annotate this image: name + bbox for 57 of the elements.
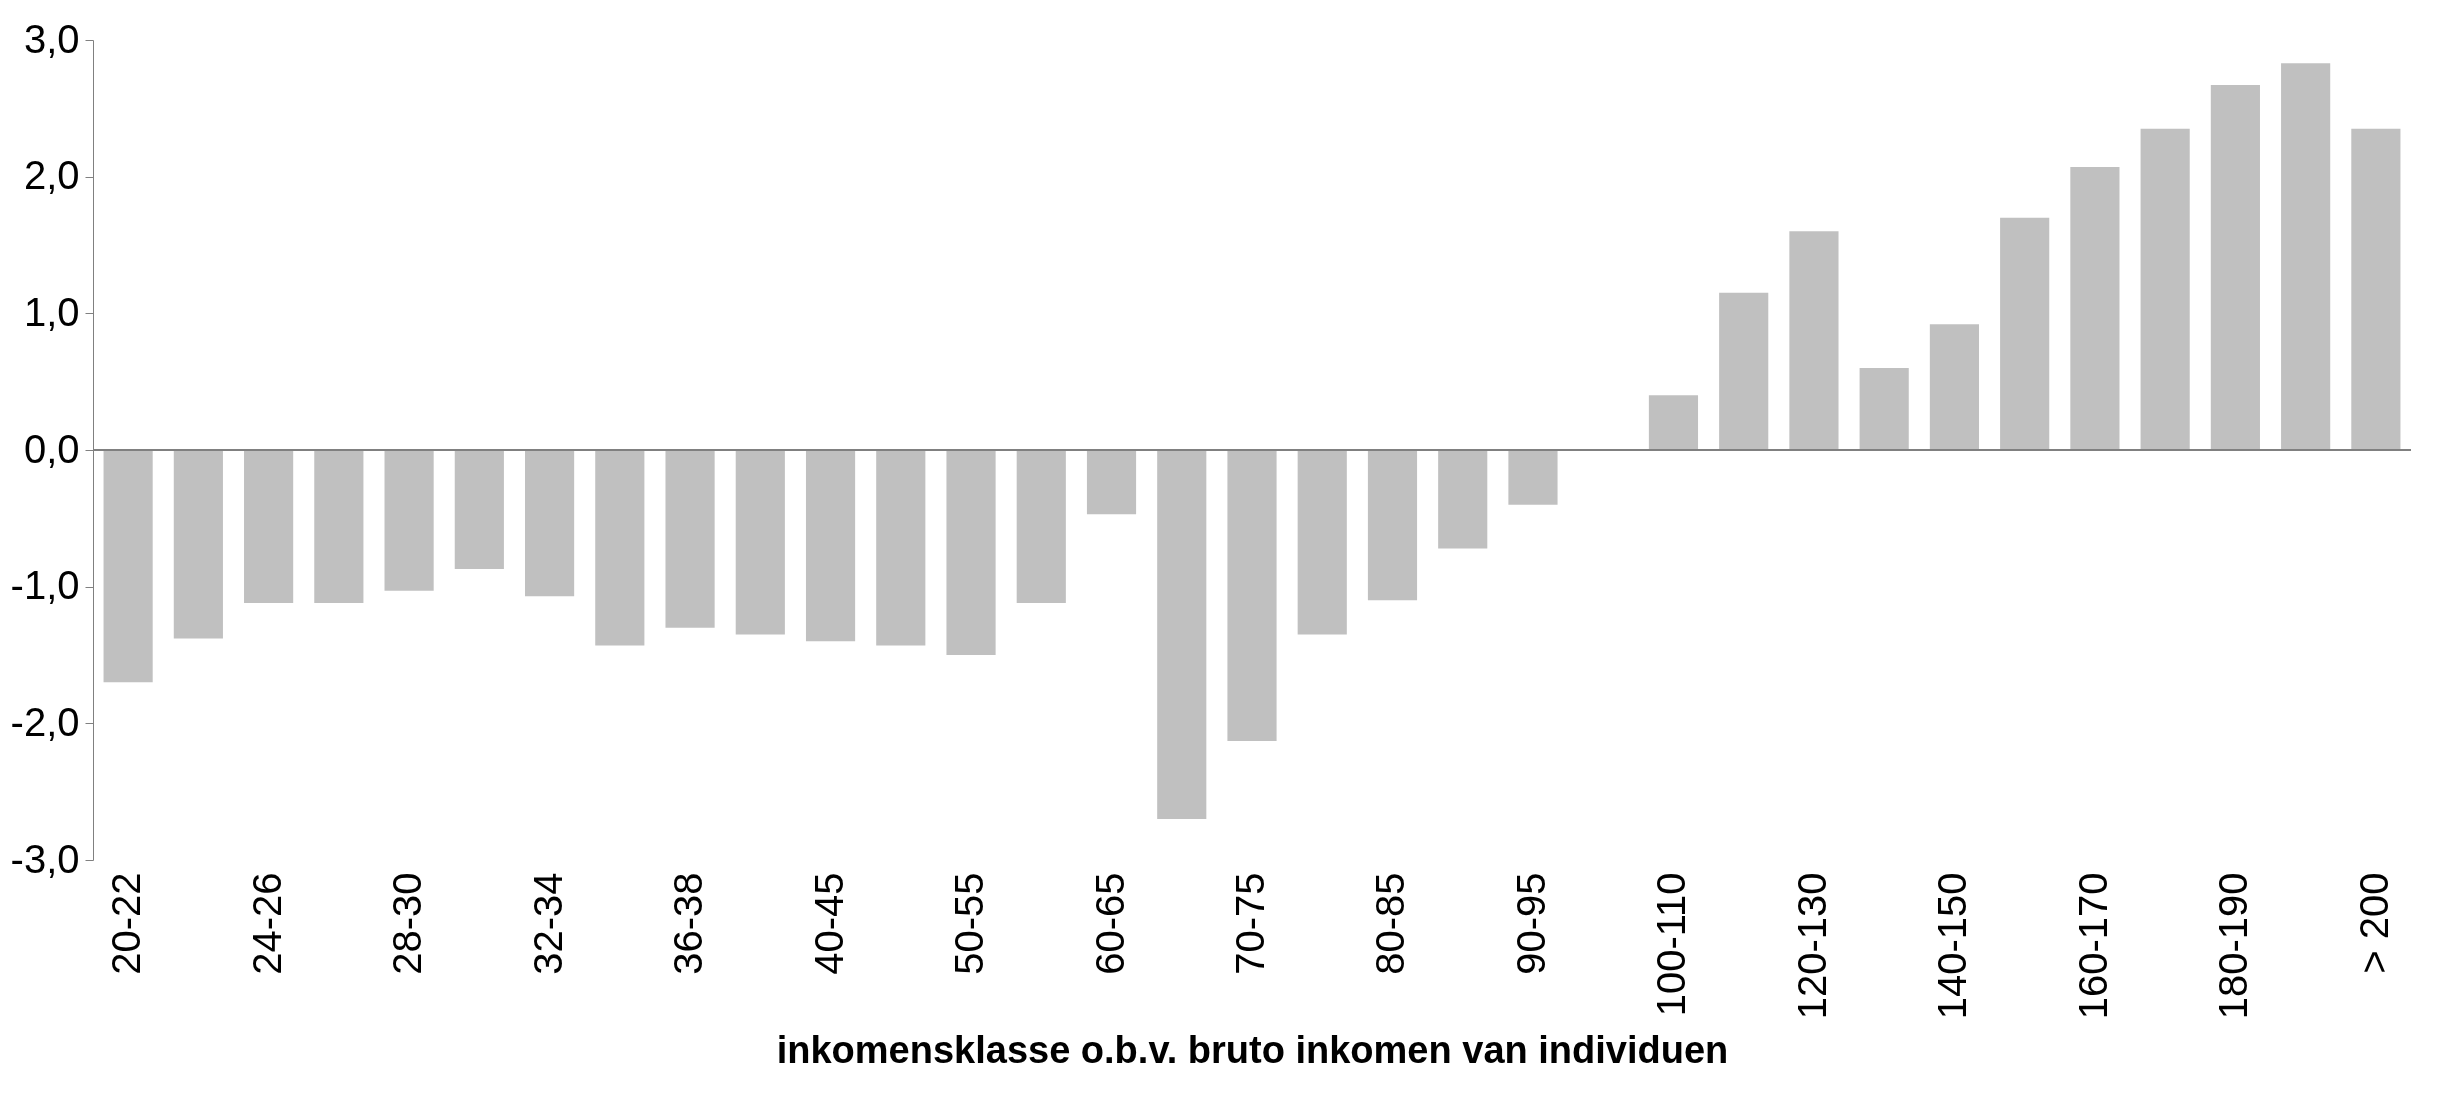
x-tick-label: 32-34 bbox=[525, 872, 570, 975]
bar bbox=[2070, 167, 2120, 450]
x-tick-label: 50-55 bbox=[947, 872, 992, 975]
bar bbox=[314, 450, 364, 604]
x-tick-label: 160-170 bbox=[2070, 872, 2115, 1020]
y-tick-label: 2,0 bbox=[23, 153, 80, 198]
bar bbox=[1016, 450, 1066, 604]
y-tick-label: -2,0 bbox=[10, 699, 80, 744]
bar bbox=[103, 450, 153, 683]
bar bbox=[1367, 450, 1418, 601]
x-tick-label: 140-150 bbox=[1930, 872, 1975, 1020]
bar bbox=[946, 450, 996, 655]
bar bbox=[665, 450, 715, 628]
bar bbox=[1508, 450, 1558, 505]
bar bbox=[1157, 450, 1207, 819]
bar bbox=[1227, 450, 1277, 742]
y-tick-label: 1,0 bbox=[23, 289, 80, 334]
y-tick-label: 0,0 bbox=[23, 426, 80, 471]
bar bbox=[735, 450, 785, 635]
x-tick-label: 36-38 bbox=[666, 872, 711, 975]
bar bbox=[2351, 128, 2401, 450]
bar bbox=[1648, 395, 1699, 450]
bar bbox=[1438, 450, 1488, 549]
bar bbox=[1297, 450, 1347, 635]
y-tick-label: -1,0 bbox=[10, 563, 80, 608]
bar bbox=[1719, 292, 1769, 450]
x-tick-label: 180-190 bbox=[2211, 872, 2256, 1020]
bar bbox=[244, 450, 294, 604]
x-axis-title: inkomensklasse o.b.v. bruto inkomen van individuen bbox=[776, 1029, 1729, 1072]
bar bbox=[1929, 324, 1980, 450]
bar bbox=[454, 450, 504, 569]
bar bbox=[524, 450, 575, 597]
bar bbox=[384, 450, 434, 591]
bar bbox=[2000, 217, 2050, 450]
x-tick-label: 100-110 bbox=[1649, 872, 1694, 1017]
bar bbox=[173, 450, 223, 639]
bar bbox=[805, 450, 856, 642]
bar bbox=[1789, 231, 1839, 450]
bar bbox=[595, 450, 645, 646]
x-tick-label: 60-65 bbox=[1087, 872, 1132, 975]
x-tick-label: 24-26 bbox=[244, 872, 289, 975]
bar bbox=[2281, 63, 2331, 450]
bar bbox=[2140, 128, 2190, 450]
bar bbox=[1859, 368, 1909, 450]
x-tick-label: 80-85 bbox=[1368, 872, 1413, 975]
x-tick-label: 28-30 bbox=[385, 872, 430, 975]
x-tick-label: 120-130 bbox=[1789, 872, 1834, 1020]
bar bbox=[876, 450, 926, 646]
x-tick-label: > 200 bbox=[2351, 872, 2396, 974]
x-tick-label: 40-45 bbox=[806, 872, 851, 975]
bar bbox=[1086, 450, 1137, 515]
x-tick-label: 20-22 bbox=[104, 872, 149, 975]
bar bbox=[2210, 85, 2260, 450]
x-tick-label: 70-75 bbox=[1228, 872, 1272, 975]
y-tick-label: -3,0 bbox=[10, 836, 80, 881]
y-tick-label: 3,0 bbox=[23, 16, 80, 61]
x-tick-label: 90-95 bbox=[1508, 872, 1553, 975]
